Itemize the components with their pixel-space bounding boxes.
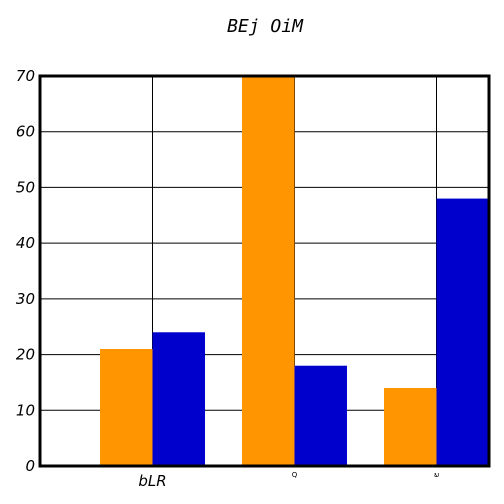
y-tick-label: 20 xyxy=(16,346,35,364)
y-tick-label: 70 xyxy=(16,67,35,85)
y-tick-label: 30 xyxy=(16,290,35,308)
bar-series-2-2 xyxy=(436,198,489,467)
y-tick-label: 40 xyxy=(16,234,35,252)
bars-group xyxy=(100,76,489,467)
bar-series-1-0 xyxy=(100,349,153,466)
bar-series-1-1 xyxy=(242,76,295,466)
bar-series-2-0 xyxy=(152,332,205,466)
x-tick-label: ພ xyxy=(434,471,439,479)
plot-frame xyxy=(38,74,491,468)
y-axis-ticks: 0 10 20 30 40 50 60 70 xyxy=(16,67,35,475)
bar-series-1-2 xyxy=(384,388,437,466)
chart-title: BEj OiM xyxy=(227,16,304,37)
y-tick-label: 60 xyxy=(16,123,35,141)
x-axis-ticks: bLR Q ພ xyxy=(138,471,439,490)
y-tick-label: 0 xyxy=(25,457,35,475)
x-tick-label: bLR xyxy=(138,472,166,490)
x-tick-label: Q xyxy=(292,471,298,479)
y-tick-label: 50 xyxy=(16,178,35,196)
bar-series-2-1 xyxy=(294,365,347,466)
y-tick-label: 10 xyxy=(16,401,35,419)
